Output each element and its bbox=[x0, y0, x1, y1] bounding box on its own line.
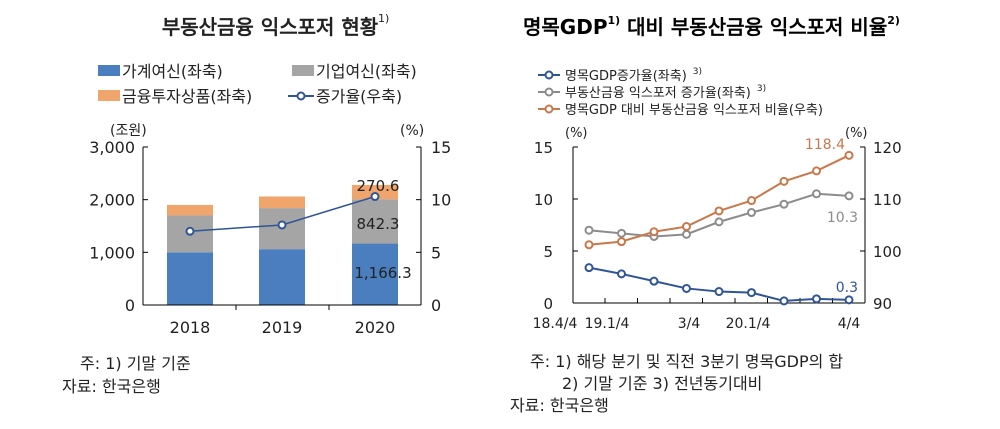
series-point bbox=[682, 222, 691, 232]
bar-segment bbox=[352, 199, 398, 244]
x-tick-label: 2019 bbox=[262, 318, 303, 337]
footnote: 주: 1) 해당 분기 및 직전 3분기 명목GDP의 합 bbox=[530, 352, 843, 371]
legend-label: 부동산금융 익스포저 증가율(좌축) bbox=[565, 86, 751, 101]
legend-label: 가계여신(좌축) bbox=[122, 62, 223, 81]
data-label: 270.6 bbox=[357, 177, 400, 195]
footnote: 자료: 한국은행 bbox=[62, 377, 161, 396]
series-point bbox=[812, 166, 821, 176]
series-point bbox=[584, 240, 594, 250]
series-point bbox=[584, 263, 594, 273]
series-point bbox=[747, 288, 756, 298]
y-tick-label: 0 bbox=[543, 295, 553, 313]
data-label: 10.3 bbox=[827, 210, 858, 226]
legend-marker bbox=[544, 104, 554, 114]
series-point bbox=[617, 269, 626, 279]
series-point bbox=[844, 150, 854, 160]
bar-segment bbox=[259, 196, 305, 209]
y2-tick-label: 5 bbox=[431, 243, 441, 262]
left-unit: (조원) bbox=[110, 123, 147, 139]
series-point bbox=[779, 199, 789, 209]
series-point bbox=[682, 229, 691, 239]
y-tick-label: 2,000 bbox=[89, 191, 135, 210]
bar-segment bbox=[259, 249, 305, 305]
legend-label: 금융투자상품(좌축) bbox=[122, 87, 252, 106]
left-unit: (%) bbox=[565, 126, 588, 141]
data-label: 842.3 bbox=[357, 215, 400, 233]
series-point bbox=[747, 196, 756, 206]
growth-point bbox=[370, 192, 380, 202]
series-point bbox=[714, 217, 724, 227]
data-label: 0.3 bbox=[836, 280, 858, 296]
x-tick-label: 4/4 bbox=[838, 316, 861, 332]
series-point bbox=[812, 294, 821, 304]
series-point bbox=[779, 296, 789, 306]
series-point bbox=[649, 227, 659, 237]
series-point bbox=[844, 295, 854, 305]
y-tick-label: 3,000 bbox=[89, 138, 135, 157]
x-tick-label: 2018 bbox=[170, 318, 211, 337]
series-point bbox=[714, 287, 724, 297]
y2-tick-label: 120 bbox=[873, 139, 902, 157]
legend-swatch bbox=[98, 65, 120, 76]
footnote: 2) 기말 기준 3) 전년동기대비 bbox=[562, 374, 762, 393]
legend-marker bbox=[544, 87, 554, 97]
bar-segment bbox=[167, 204, 213, 216]
legend-marker bbox=[296, 91, 306, 101]
y2-tick-label: 90 bbox=[873, 295, 892, 313]
y2-tick-label: 110 bbox=[873, 191, 902, 209]
bar-segment bbox=[167, 252, 213, 305]
x-tick-label: 3/4 bbox=[678, 316, 701, 332]
x-tick-label: 2020 bbox=[355, 318, 396, 337]
series-point bbox=[617, 228, 626, 238]
legend-swatch bbox=[292, 65, 314, 76]
x-tick-label: 19.1/4 bbox=[585, 316, 630, 332]
legend-label: 명목GDP 대비 부동산금융 익스포저 비율(우축) bbox=[565, 103, 823, 118]
series-point bbox=[649, 276, 659, 286]
y2-tick-label: 15 bbox=[431, 138, 451, 157]
growth-point bbox=[185, 226, 195, 236]
chart-title: 부동산금융 익스포저 현황 bbox=[162, 15, 379, 39]
series-line bbox=[588, 154, 850, 246]
right-unit: (%) bbox=[845, 126, 868, 141]
series-point bbox=[747, 208, 756, 218]
footnote: 주: 1) 기말 기준 bbox=[80, 354, 191, 373]
data-label: 118.4 bbox=[805, 137, 845, 153]
series-point bbox=[617, 237, 626, 247]
x-tick-label: 20.1/4 bbox=[726, 316, 771, 332]
legend-label: 기업여신(좌축) bbox=[316, 62, 417, 81]
legend-label: 명목GDP증가율(좌축) bbox=[565, 69, 687, 84]
y-tick-label: 15 bbox=[534, 139, 553, 157]
y2-tick-label: 100 bbox=[873, 243, 902, 261]
series-point bbox=[682, 283, 691, 293]
series-point bbox=[779, 176, 789, 186]
chart-title: 명목GDP1) 대비 부동산금융 익스포저 비율2) bbox=[523, 14, 900, 39]
y2-tick-label: 0 bbox=[431, 296, 441, 315]
bar-segment bbox=[352, 243, 398, 305]
data-label: 1,166.3 bbox=[354, 264, 411, 282]
series-point bbox=[584, 225, 594, 235]
right-unit: (%) bbox=[400, 123, 424, 139]
legend-note: 3) bbox=[757, 84, 766, 94]
series-point bbox=[714, 206, 724, 216]
y-tick-label: 0 bbox=[125, 296, 135, 315]
series-point bbox=[812, 189, 821, 199]
title-note: 1) bbox=[378, 12, 389, 25]
y-tick-label: 5 bbox=[543, 243, 553, 261]
y-tick-label: 1,000 bbox=[89, 243, 135, 262]
legend-note: 3) bbox=[693, 67, 702, 77]
growth-point bbox=[277, 220, 287, 230]
series-point bbox=[844, 191, 854, 201]
x-tick-label: 18.4/4 bbox=[533, 316, 578, 332]
legend-label: 증가율(우축) bbox=[316, 87, 402, 106]
footnote: 자료: 한국은행 bbox=[510, 396, 609, 415]
y2-tick-label: 10 bbox=[431, 191, 451, 210]
legend-swatch bbox=[98, 90, 120, 101]
y-tick-label: 10 bbox=[534, 191, 553, 209]
legend-marker bbox=[544, 70, 554, 80]
